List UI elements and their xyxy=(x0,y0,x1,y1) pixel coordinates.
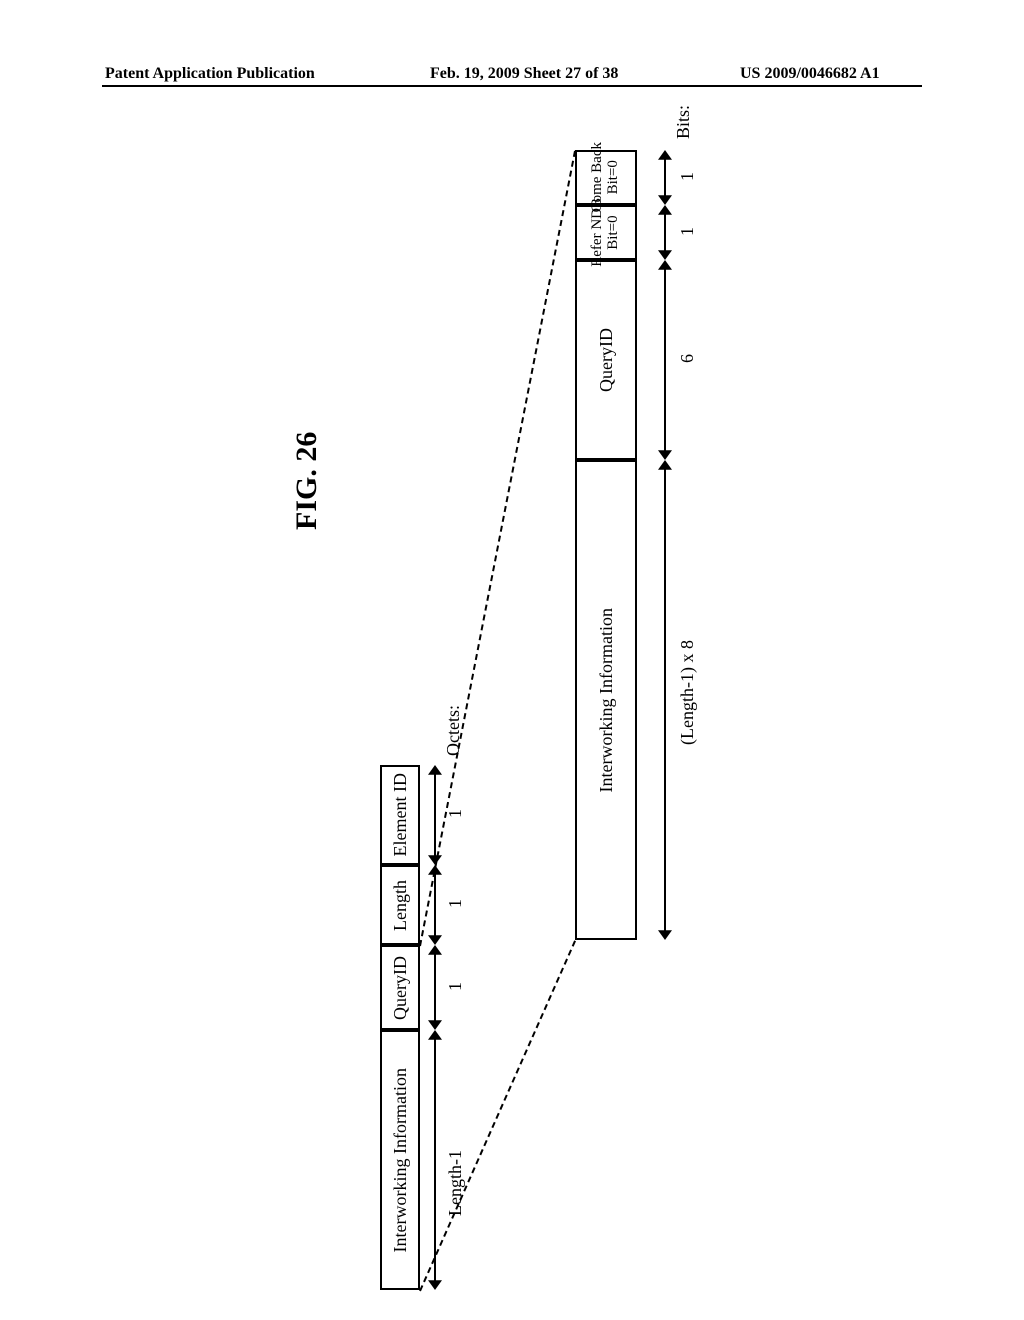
header-rule xyxy=(102,85,922,87)
dashed-1 xyxy=(419,151,576,946)
bottom-bit-label-0: 1 xyxy=(677,168,698,186)
bottom-bit-label-3: (Length-1) x 8 xyxy=(677,640,698,750)
header-right-text: US 2009/0046682 A1 xyxy=(740,65,880,83)
header-mid-text: Feb. 19, 2009 Sheet 27 of 38 xyxy=(430,65,618,83)
bottom-cell-3-label: Interworking Information xyxy=(596,608,617,792)
bottom-cell-2: QueryID xyxy=(575,260,637,460)
top-octet-label-1: 1 xyxy=(445,895,466,913)
bottom-bit-arrow-1 xyxy=(655,205,675,260)
top-octet-label-0-text: 1 xyxy=(445,809,466,818)
bits-label: Bits: xyxy=(673,105,694,144)
header-left-text: Patent Application Publication xyxy=(105,65,315,83)
top-octet-arrow-3 xyxy=(425,1030,445,1290)
bottom-cell-0: Come Back Bit=0 xyxy=(575,150,637,205)
bottom-cell-3: Interworking Information xyxy=(575,460,637,940)
top-cell-1-label: Length xyxy=(390,880,411,931)
bottom-bit-arrow-0 xyxy=(655,150,675,205)
bottom-cell-1: Refer NDB Bit=0 xyxy=(575,205,637,260)
bottom-bit-arrow-2 xyxy=(655,260,675,460)
bottom-bit-label-1-text: 1 xyxy=(677,227,698,236)
bottom-bit-label-2-text: 6 xyxy=(677,354,698,363)
bits-label-text: Bits: xyxy=(673,105,694,139)
top-cell-2: QueryID xyxy=(380,945,420,1030)
top-octet-label-1-text: 1 xyxy=(445,899,466,908)
figure-label: FIG. 26 xyxy=(290,432,324,530)
bottom-bit-label-2: 6 xyxy=(677,350,698,368)
bottom-bit-arrow-3 xyxy=(655,460,675,940)
top-cell-1: Length xyxy=(380,865,420,945)
top-octet-label-2: 1 xyxy=(445,978,466,996)
top-octet-label-0: 1 xyxy=(445,805,466,823)
bottom-bit-label-1: 1 xyxy=(677,223,698,241)
top-octet-arrow-0 xyxy=(425,765,445,865)
top-cell-0: Element ID xyxy=(380,765,420,865)
bottom-bit-label-3-text: (Length-1) x 8 xyxy=(677,640,698,745)
bottom-cell-2-label: QueryID xyxy=(596,328,617,392)
diagram-container: Element ID 1 Length 1 QueryID 1 Interworking I… xyxy=(380,150,930,1250)
top-octet-label-2-text: 1 xyxy=(445,982,466,991)
page-header: Patent Application Publication Feb. 19, … xyxy=(0,85,1024,115)
top-octet-arrow-2 xyxy=(425,945,445,1030)
top-cell-2-label: QueryID xyxy=(390,956,411,1020)
bottom-bit-label-0-text: 1 xyxy=(677,172,698,181)
top-cell-3-label: Interworking Information xyxy=(390,1068,411,1252)
top-cell-0-label: Element ID xyxy=(390,773,411,856)
top-cell-3: Interworking Information xyxy=(380,1030,420,1290)
bottom-cell-1-label: Refer NDB Bit=0 xyxy=(590,198,622,267)
